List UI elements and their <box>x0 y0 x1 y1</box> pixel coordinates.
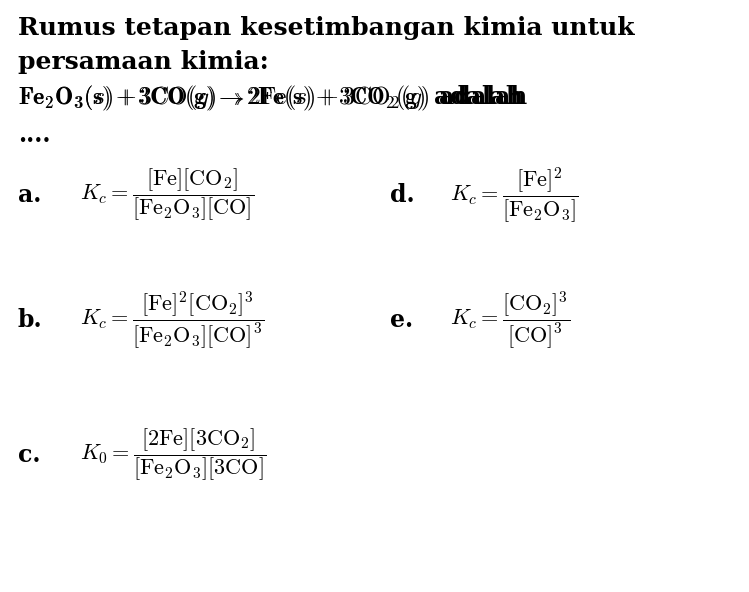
Text: $\mathbf{Fe_2O_3}$$\mathbf{(s) + 3CO(}$$\mathbf{g}\mathbf{) \rightarrow 2Fe(s) +: $\mathbf{Fe_2O_3}$$\mathbf{(s) + 3CO(}$$… <box>18 83 524 112</box>
Text: d.: d. <box>390 183 415 207</box>
Text: a.: a. <box>18 183 41 207</box>
Text: ....: .... <box>18 123 50 147</box>
Text: persamaan kimia:: persamaan kimia: <box>18 50 269 74</box>
Text: $K_c = \dfrac{[\mathrm{Fe}]^2[\mathrm{CO_2}]^3}{[\mathrm{Fe_2O_3}][\mathrm{CO}]^: $K_c = \dfrac{[\mathrm{Fe}]^2[\mathrm{CO… <box>80 289 264 351</box>
Text: $K_0 = \dfrac{[\mathrm{2Fe}][\mathrm{3CO_2}]}{[\mathrm{Fe_2O_3}][\mathrm{3CO}]}$: $K_0 = \dfrac{[\mathrm{2Fe}][\mathrm{3CO… <box>80 427 266 483</box>
Text: b.: b. <box>18 308 43 332</box>
Text: e.: e. <box>390 308 413 332</box>
Text: $K_c = \dfrac{[\mathrm{CO_2}]^3}{[\mathrm{CO}]^3}$: $K_c = \dfrac{[\mathrm{CO_2}]^3}{[\mathr… <box>450 289 570 351</box>
Text: $K_c = \dfrac{[\mathrm{Fe}][\mathrm{CO_2}]}{[\mathrm{Fe_2O_3}][\mathrm{CO}]}$: $K_c = \dfrac{[\mathrm{Fe}][\mathrm{CO_2… <box>80 167 254 223</box>
Text: $K_c = \dfrac{[\mathrm{Fe}]^2}{[\mathrm{Fe_2O_3}]}$: $K_c = \dfrac{[\mathrm{Fe}]^2}{[\mathrm{… <box>450 165 578 225</box>
Text: $\mathrm{Fe_2O_3}(s) + 3\mathrm{CO}(g) \rightarrow 2\mathrm{Fe}(s) + 3\mathrm{CO: $\mathrm{Fe_2O_3}(s) + 3\mathrm{CO}(g) \… <box>18 83 528 112</box>
Text: Rumus tetapan kesetimbangan kimia untuk: Rumus tetapan kesetimbangan kimia untuk <box>18 16 634 40</box>
Text: c.: c. <box>18 443 40 467</box>
